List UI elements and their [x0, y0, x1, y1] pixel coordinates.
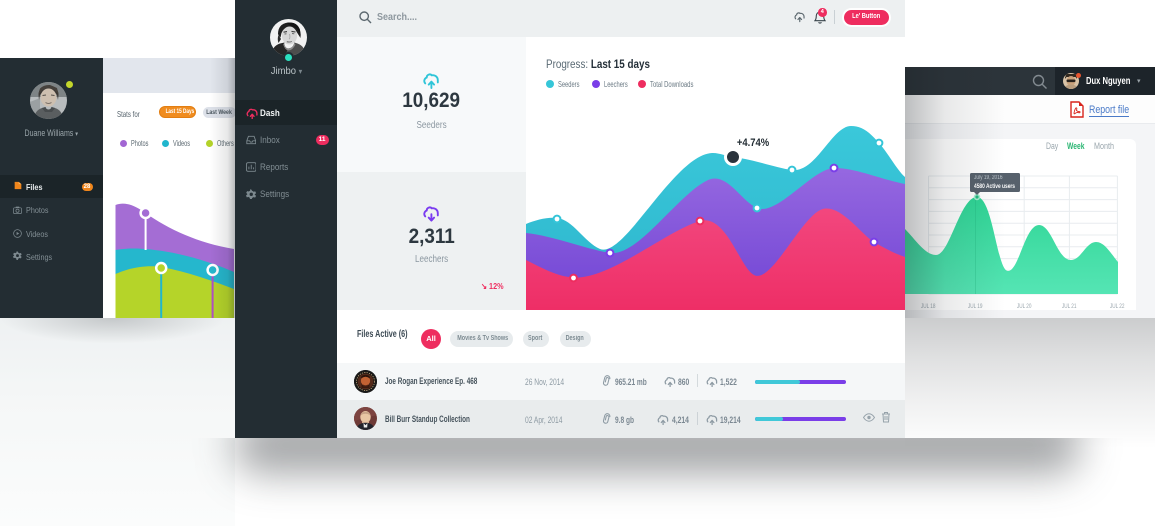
svg-text:+4.74%: +4.74%: [737, 137, 769, 149]
